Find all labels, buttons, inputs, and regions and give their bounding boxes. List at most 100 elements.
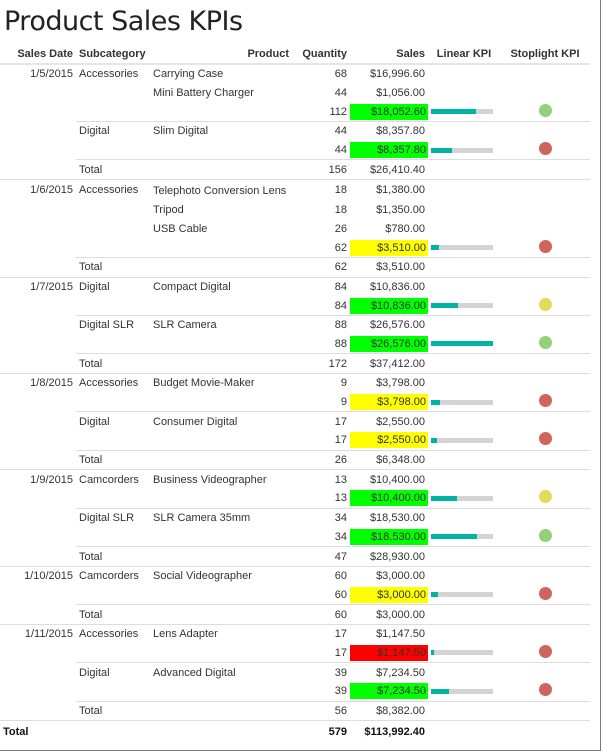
total-label: Total	[76, 701, 150, 722]
subtotal-row: 62 $3,510.00	[0, 238, 590, 258]
product-empty	[150, 102, 292, 123]
table-row: 1/6/2015 Accessories Telephoto Conversion …	[0, 180, 590, 201]
subcategory: Digital	[79, 666, 110, 679]
subcategory-empty	[76, 296, 150, 316]
sales: $1,147.50	[376, 628, 425, 641]
subtotal-sales: $18,052.60	[350, 102, 428, 123]
table-row: 1/5/2015 Accessories Carrying Case 68 $16,99…	[0, 64, 590, 84]
product: Telephoto Conversion Lens	[153, 184, 287, 197]
stoplight-kpi-empty	[500, 604, 590, 625]
linear-kpi-bar	[431, 341, 493, 347]
stoplight-kpi-empty	[500, 624, 590, 643]
table-row: USB Cable 26 $780.00	[0, 220, 590, 239]
product-empty	[150, 257, 292, 278]
sales-date-empty	[0, 238, 76, 257]
subtotal-sales: $10,400.00	[350, 489, 428, 509]
subcategory: Camcorders	[79, 473, 139, 486]
sales-date-empty	[0, 682, 76, 701]
table-row: 1/9/2015 Camcorders Business Videographer 1…	[0, 470, 590, 489]
quantity: 44	[334, 125, 347, 138]
stoplight-kpi-empty	[500, 450, 590, 471]
sales: $10,836.00	[369, 280, 425, 293]
total-sales: $37,412.00	[350, 353, 428, 374]
subtotal-quantity: 88	[292, 334, 350, 355]
sales-date-empty	[0, 257, 76, 278]
header-subcategory: Subcategory	[76, 44, 150, 65]
table-row: Digital Advanced Digital 39 $7,234.50	[0, 663, 590, 682]
sales-date	[0, 315, 76, 334]
stoplight-kpi-empty	[500, 64, 590, 84]
quantity: 34	[334, 512, 347, 525]
subtotal-sales: $3,510.00	[350, 238, 428, 258]
sales: $26,576.00	[369, 319, 425, 332]
stoplight-kpi-empty	[500, 220, 590, 239]
total-quantity: 26	[292, 450, 350, 471]
stoplight-kpi-empty	[500, 315, 590, 334]
subtotal-sales: $3,798.00	[350, 392, 428, 413]
product-empty	[150, 334, 292, 355]
sales-date-empty	[0, 586, 76, 605]
total-quantity: 60	[292, 604, 350, 625]
total-quantity: 172	[292, 353, 350, 374]
subtotal-quantity: 9	[292, 392, 350, 413]
quantity: 39	[334, 666, 347, 679]
empty	[428, 720, 500, 744]
stoplight-kpi	[500, 334, 590, 355]
sales-date-empty	[0, 159, 76, 181]
linear-kpi-empty	[428, 604, 500, 625]
header-stoplight-kpi: Stoplight KPI	[500, 44, 590, 65]
sales-kpi-highlight: $2,550.00	[350, 432, 428, 449]
linear-kpi-empty	[428, 470, 500, 489]
stoplight-kpi-empty	[500, 412, 590, 431]
subcategory-empty	[76, 392, 150, 413]
stoplight-red-icon	[538, 142, 552, 156]
linear-kpi-empty	[428, 277, 500, 296]
linear-kpi-empty	[428, 508, 500, 527]
subtotal-row: 112 $18,052.60	[0, 102, 590, 123]
stoplight-kpi	[500, 585, 590, 606]
date-total-row: Total 26 $6,348.00	[0, 450, 590, 471]
linear-kpi-empty	[428, 159, 500, 181]
total-label: Total	[76, 604, 150, 625]
product-empty	[150, 159, 292, 181]
sales-date-empty	[0, 335, 76, 354]
product: SLR Camera 35mm	[153, 512, 251, 525]
product-empty	[150, 392, 292, 413]
subtotal-sales: $8,357.80	[350, 140, 428, 161]
grand-total-quantity: 579	[292, 720, 350, 744]
subtotal-quantity: 84	[292, 296, 350, 316]
quantity: 60	[334, 570, 347, 583]
table-row: 1/7/2015 Digital Compact Digital 84 $10,836.…	[0, 277, 590, 296]
product: Lens Adapter	[153, 628, 218, 641]
sales-kpi-highlight: $3,000.00	[350, 586, 428, 603]
stoplight-kpi	[500, 489, 590, 509]
product: Consumer Digital	[153, 415, 238, 428]
subtotal-row: 17 $2,550.00	[0, 431, 590, 451]
subtotal-sales: $1,147.50	[350, 643, 428, 664]
linear-kpi-fill	[431, 650, 435, 656]
product-empty	[150, 431, 292, 451]
linear-kpi	[428, 682, 500, 702]
linear-kpi	[428, 527, 500, 548]
date-total-row: Total 172 $37,412.00	[0, 353, 590, 374]
linear-kpi-empty	[428, 450, 500, 471]
product: Mini Battery Charger	[153, 87, 254, 100]
sales-date	[0, 412, 76, 431]
product: USB Cable	[153, 222, 208, 235]
subcategory: Camcorders	[79, 570, 139, 583]
subcategory: Accessories	[79, 377, 139, 390]
stoplight-kpi-empty	[500, 180, 590, 201]
stoplight-kpi-empty	[500, 122, 590, 141]
quantity: 13	[334, 473, 347, 486]
total-sales: $8,382.00	[350, 701, 428, 722]
stoplight-red-icon	[538, 432, 552, 446]
product: Tripod	[153, 204, 184, 217]
sales: $10,400.00	[369, 473, 425, 486]
product-empty	[150, 296, 292, 316]
quantity: 18	[334, 184, 347, 197]
subtotal-row: 84 $10,836.00	[0, 296, 590, 316]
subcategory: Digital	[79, 280, 110, 293]
header-linear-kpi: Linear KPI	[428, 44, 500, 65]
stoplight-kpi-empty	[500, 546, 590, 567]
product-empty	[150, 450, 292, 471]
